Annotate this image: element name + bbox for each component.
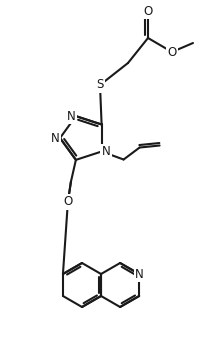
Text: N: N [51,132,60,144]
Text: N: N [67,110,76,122]
Text: O: O [143,5,153,18]
Text: O: O [167,46,177,59]
Text: N: N [135,268,144,281]
Text: O: O [63,195,73,208]
Text: S: S [96,78,104,91]
Text: N: N [102,145,110,158]
